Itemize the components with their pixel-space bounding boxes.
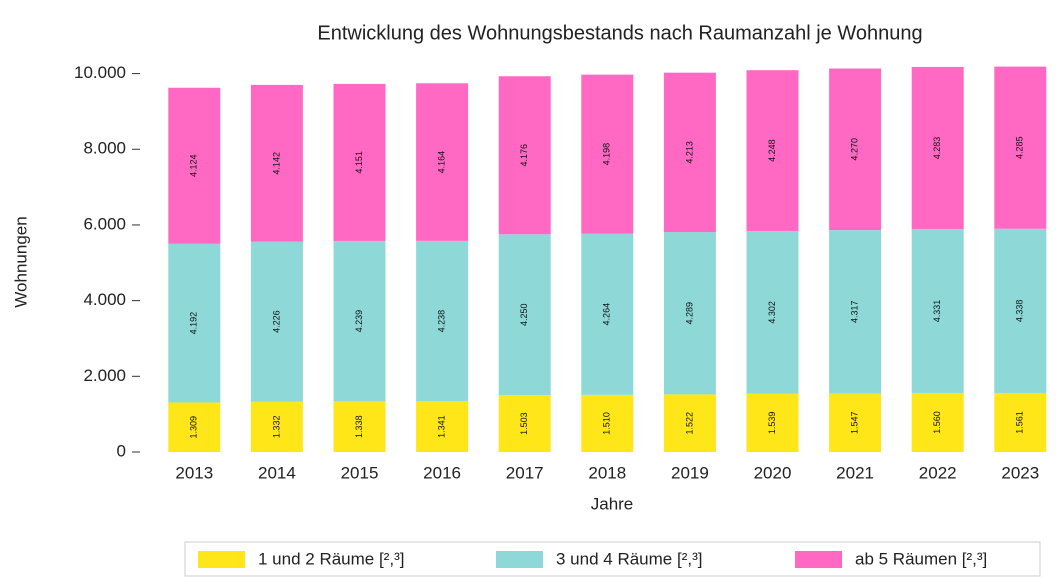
x-tick-label: 2020 xyxy=(754,463,792,482)
value-label: 4.213 xyxy=(684,141,694,164)
bar-segment xyxy=(663,232,716,395)
value-label: 4.338 xyxy=(1015,300,1025,323)
bar-segment xyxy=(498,76,551,235)
bar-segment xyxy=(663,394,716,452)
bar-segment xyxy=(498,395,551,452)
x-tick-label: 2019 xyxy=(671,463,709,482)
bar-segment xyxy=(663,72,716,233)
legend-label: ab 5 Räumen [²,³] xyxy=(855,549,987,568)
value-label: 4.198 xyxy=(602,143,612,166)
bar-segment xyxy=(168,402,221,452)
value-label: 1.510 xyxy=(602,412,612,435)
value-label: 4.164 xyxy=(436,151,446,174)
value-label: 4.239 xyxy=(354,310,364,333)
value-label: 4.331 xyxy=(932,300,942,323)
legend-swatch xyxy=(496,551,543,568)
bar-segment xyxy=(333,401,386,452)
value-label: 4.302 xyxy=(767,301,777,324)
value-label: 1.309 xyxy=(189,416,199,439)
y-tick-label: 6.000 xyxy=(83,214,126,233)
bar-segment xyxy=(746,70,799,231)
bar-segment xyxy=(581,74,634,234)
bar-segment xyxy=(911,66,964,230)
bar-segment xyxy=(746,393,799,452)
value-label: 4.124 xyxy=(189,155,199,178)
value-label: 1.338 xyxy=(354,415,364,438)
y-tick-label: 2.000 xyxy=(83,366,126,385)
value-label: 1.539 xyxy=(767,412,777,435)
bar-segment xyxy=(829,230,882,394)
value-label: 1.332 xyxy=(271,416,281,439)
value-label: 4.176 xyxy=(519,144,529,167)
bar-segment xyxy=(250,241,303,402)
value-label: 1.547 xyxy=(849,411,859,434)
value-label: 4.283 xyxy=(932,137,942,160)
legend-swatch xyxy=(795,551,842,568)
bar-segment xyxy=(581,394,634,452)
bar-segment xyxy=(168,243,221,403)
legend-swatch xyxy=(198,551,245,568)
x-tick-label: 2018 xyxy=(588,463,626,482)
value-label: 4.238 xyxy=(436,310,446,333)
bar-segment xyxy=(746,230,799,394)
y-tick-label: 0 xyxy=(117,441,126,460)
bar-segment xyxy=(498,234,551,396)
x-tick-label: 2016 xyxy=(423,463,461,482)
value-label: 4.289 xyxy=(684,302,694,325)
legend-label: 3 und 4 Räume [²,³] xyxy=(556,549,702,568)
x-tick-label: 2023 xyxy=(1001,463,1039,482)
bar-segment xyxy=(994,66,1047,229)
bar-segment xyxy=(994,392,1047,452)
value-label: 4.264 xyxy=(602,303,612,326)
legend-label: 1 und 2 Räume [²,³] xyxy=(258,549,404,568)
x-axis-label: Jahre xyxy=(591,494,634,513)
x-tick-label: 2013 xyxy=(175,463,213,482)
value-label: 4.226 xyxy=(271,310,281,333)
y-axis-label: Wohnungen xyxy=(11,216,30,307)
bar-segment xyxy=(168,87,221,244)
value-label: 4.192 xyxy=(189,312,199,335)
bar-segment xyxy=(829,393,882,452)
bar-segment xyxy=(911,229,964,393)
bar-segment xyxy=(994,228,1047,393)
value-label: 4.250 xyxy=(519,303,529,326)
x-tick-label: 2021 xyxy=(836,463,874,482)
value-label: 4.142 xyxy=(271,152,281,175)
bar-segment xyxy=(416,83,469,241)
x-tick-label: 2015 xyxy=(341,463,379,482)
bar-segment xyxy=(911,392,964,452)
x-tick-label: 2014 xyxy=(258,463,296,482)
value-label: 4.270 xyxy=(849,138,859,161)
x-tick-label: 2017 xyxy=(506,463,544,482)
value-label: 1.341 xyxy=(436,415,446,438)
value-label: 1.503 xyxy=(519,412,529,435)
bar-segment xyxy=(416,401,469,452)
bar-segment xyxy=(250,401,303,452)
x-tick-label: 2022 xyxy=(919,463,957,482)
bar-segment xyxy=(416,240,469,402)
chart-title: Entwicklung des Wohnungsbestands nach Ra… xyxy=(317,22,922,44)
value-label: 1.522 xyxy=(684,412,694,435)
value-label: 4.248 xyxy=(767,139,777,162)
value-label: 1.560 xyxy=(932,411,942,434)
bar-segment xyxy=(829,68,882,231)
y-tick-label: 8.000 xyxy=(83,139,126,158)
y-tick-label: 4.000 xyxy=(83,290,126,309)
legend-box xyxy=(184,541,1041,577)
y-tick-label: 10.000 xyxy=(74,63,126,82)
bar-segment xyxy=(333,240,386,402)
bar-segment xyxy=(333,83,386,241)
value-label: 4.151 xyxy=(354,151,364,174)
value-label: 4.317 xyxy=(849,301,859,324)
bar-segment xyxy=(250,84,303,242)
value-label: 1.561 xyxy=(1015,411,1025,434)
value-label: 4.285 xyxy=(1015,136,1025,159)
bar-segment xyxy=(581,233,634,395)
